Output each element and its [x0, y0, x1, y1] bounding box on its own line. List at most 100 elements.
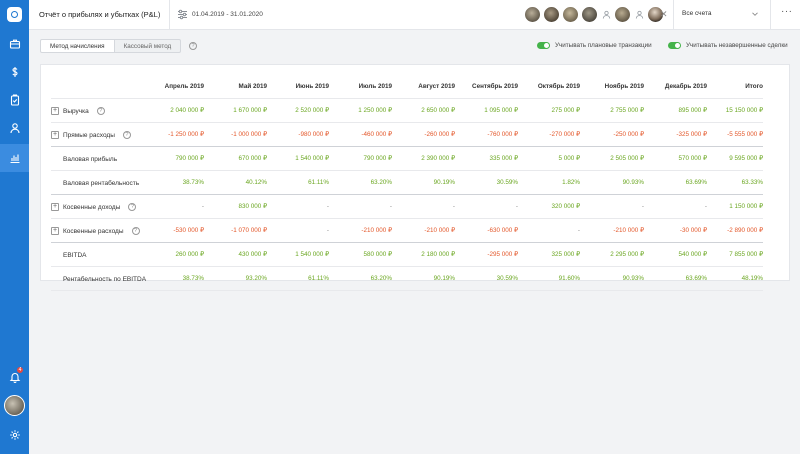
expand-icon[interactable]: + — [51, 203, 59, 211]
table-cell: 30.59% — [496, 179, 518, 186]
date-range[interactable]: 01.04.2019 - 31.01.2020 — [192, 11, 263, 18]
row-label[interactable]: + Выручка? — [51, 99, 105, 123]
settings-icon — [9, 430, 20, 440]
bell-icon — [9, 373, 20, 383]
table-cell: 1 670 000 ₽ — [233, 107, 267, 114]
page-title: Отчёт о прибылях и убытках (P&L) — [39, 10, 161, 19]
table-cell: - — [326, 203, 329, 210]
help-icon[interactable]: ? — [189, 42, 197, 50]
filter-icon[interactable] — [177, 9, 188, 20]
sidebar-item-deals[interactable] — [0, 30, 29, 58]
table-cell: 61.11% — [308, 179, 329, 186]
table-cell: 1 250 000 ₽ — [358, 107, 392, 114]
briefcase-icon — [9, 39, 20, 49]
column-header: Май 2019 — [238, 83, 267, 90]
table-cell: 90.93% — [622, 179, 644, 186]
table-cell: - — [326, 227, 329, 234]
avatar[interactable] — [647, 6, 664, 23]
switch-on[interactable] — [537, 42, 550, 49]
toggle-unfinished-deals[interactable]: Учитывать незавершенные сделки — [668, 42, 788, 49]
tab-cash[interactable]: Кассовый метод — [114, 39, 182, 53]
table-cell: -1 070 000 ₽ — [231, 227, 267, 234]
table-cell: -2 890 000 ₽ — [727, 227, 763, 234]
table-cell: 790 000 ₽ — [363, 155, 392, 162]
sidebar-item-tasks[interactable] — [0, 86, 29, 114]
account-select[interactable]: Все счета — [682, 10, 712, 17]
avatar[interactable] — [614, 6, 631, 23]
switch-on[interactable] — [668, 42, 681, 49]
table-cell: -980 000 ₽ — [298, 131, 329, 138]
table-cell: 38.73% — [182, 179, 204, 186]
row-label-text: Косвенные расходы — [63, 227, 124, 235]
table-cell: 1 540 000 ₽ — [295, 155, 329, 162]
employee-filter[interactable] — [524, 6, 664, 23]
sidebar-item-settings[interactable] — [0, 421, 29, 449]
toggle-planned-transactions[interactable]: Учитывать плановые транзакции — [537, 42, 652, 49]
row-label-text: Валовая прибыль — [63, 155, 118, 163]
sidebar-item-money[interactable] — [0, 58, 29, 86]
column-header: Август 2019 — [418, 83, 455, 90]
user-placeholder-icon[interactable] — [600, 6, 612, 23]
table-cell: - — [389, 203, 392, 210]
table-cell: 63.69% — [685, 275, 707, 282]
topbar: Отчёт о прибылях и убытках (P&L) 01.04.2… — [29, 0, 800, 30]
table-cell: 570 000 ₽ — [678, 155, 707, 162]
expand-icon[interactable]: + — [51, 107, 59, 115]
avatar[interactable] — [581, 6, 598, 23]
row-label-text: Косвенные доходы — [63, 203, 121, 211]
row-label[interactable]: + Прямые расходы? — [51, 123, 131, 147]
tab-accrual[interactable]: Метод начисления — [40, 39, 115, 53]
table-row: EBITDA 260 000 ₽ 430 000 ₽ 1 540 000 ₽ 580 0… — [51, 243, 763, 267]
table-cell: 61.11% — [308, 275, 329, 282]
avatar[interactable] — [562, 6, 579, 23]
table-cell: -210 000 ₽ — [424, 227, 455, 234]
table-cell: -210 000 ₽ — [361, 227, 392, 234]
table-row: Валовая рентабельность 38.73% 40.12% 61.11%… — [51, 171, 763, 195]
user-placeholder-icon[interactable] — [633, 6, 645, 23]
sidebar-item-reports[interactable] — [0, 144, 29, 172]
more-button[interactable]: ··· — [781, 6, 793, 17]
table-cell: 2 505 000 ₽ — [610, 155, 644, 162]
table-cell: 830 000 ₽ — [238, 203, 267, 210]
sidebar-item-notifications[interactable]: 4 — [0, 363, 29, 391]
pl-report-card: Апрель 2019 Май 2019 Июнь 2019 Июль 2019 Авг… — [40, 64, 790, 291]
table-row: Рентабельность по EBITDA 38.73% 93.20% 61.1… — [51, 267, 763, 291]
avatar[interactable] — [543, 6, 560, 23]
clear-filter-button[interactable]: ✕ — [660, 9, 668, 19]
table-cell: 895 000 ₽ — [678, 107, 707, 114]
column-header: Апрель 2019 — [164, 83, 204, 90]
table-cell: - — [577, 227, 580, 234]
column-header: Июль 2019 — [358, 83, 392, 90]
avatar[interactable] — [524, 6, 541, 23]
expand-icon[interactable]: + — [51, 131, 59, 139]
row-label-text: Прямые расходы — [63, 131, 115, 139]
help-icon[interactable]: ? — [96, 107, 105, 115]
help-icon[interactable]: ? — [131, 227, 140, 235]
help-icon[interactable]: ? — [122, 131, 131, 139]
table-row: + Выручка? 2 040 000 ₽ 1 670 000 ₽ 2 520 000… — [51, 99, 763, 123]
method-tabs: Метод начисления Кассовый метод — [40, 39, 182, 53]
column-header: Итого — [745, 83, 763, 90]
expand-icon[interactable]: + — [51, 227, 59, 235]
table-cell: 40.12% — [245, 179, 267, 186]
logo-icon[interactable] — [7, 7, 22, 22]
table-cell: - — [201, 203, 204, 210]
table-cell: 335 000 ₽ — [489, 155, 518, 162]
row-label[interactable]: + Косвенные доходы? — [51, 195, 137, 219]
column-header: Октябрь 2019 — [537, 83, 580, 90]
table-cell: 2 520 000 ₽ — [295, 107, 329, 114]
row-label[interactable]: + Косвенные расходы? — [51, 219, 140, 243]
chevron-down-icon[interactable] — [751, 10, 759, 18]
sidebar-item-contacts[interactable] — [0, 114, 29, 142]
table-cell: 48.19% — [741, 275, 763, 282]
table-cell: 38.73% — [182, 275, 204, 282]
table-cell: 63.20% — [370, 275, 392, 282]
avatar[interactable] — [4, 395, 25, 416]
table-cell: -530 000 ₽ — [173, 227, 204, 234]
table-cell: - — [452, 203, 455, 210]
help-icon[interactable]: ? — [128, 203, 137, 211]
column-header: Декабрь 2019 — [664, 83, 707, 90]
table-cell: -325 000 ₽ — [676, 131, 707, 138]
table-cell: 63.20% — [370, 179, 392, 186]
table-cell: -1 250 000 ₽ — [168, 131, 204, 138]
